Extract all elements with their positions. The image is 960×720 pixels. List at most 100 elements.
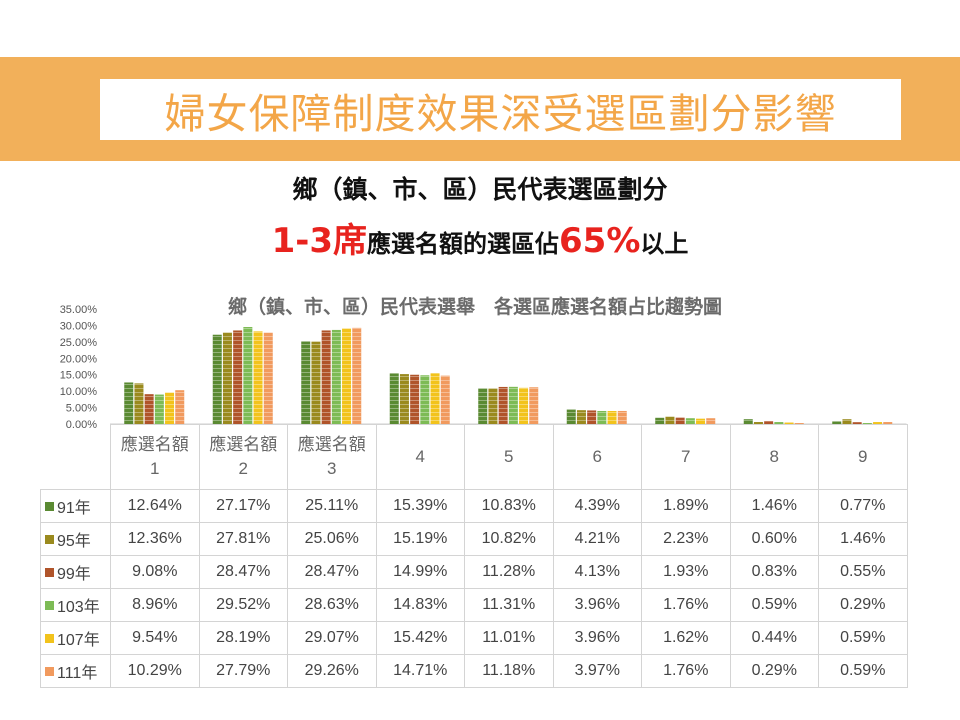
category-label: 應選名額 (120, 435, 189, 454)
bar-texture (607, 410, 617, 424)
data-label: 1.89% (641, 489, 731, 523)
bar-texture (675, 417, 685, 424)
bar-texture (352, 327, 362, 424)
bar-texture (764, 421, 774, 424)
legend-swatch (45, 634, 54, 644)
data-label: 0.77% (818, 489, 908, 523)
data-label: 29.07% (287, 621, 377, 655)
series-name: 95年 (57, 533, 91, 550)
data-label: 10.82% (464, 522, 554, 556)
bar-texture (498, 386, 508, 424)
data-label: 11.01% (464, 621, 554, 655)
data-label: 12.64% (110, 489, 200, 523)
y-tick-label: 15.00% (60, 370, 98, 382)
bar-texture (440, 375, 450, 424)
bar-texture (253, 331, 263, 424)
data-label: 0.83% (729, 555, 819, 589)
data-label: 14.99% (375, 555, 465, 589)
bar-texture (331, 329, 341, 424)
table-row: 99年 9.08% 28.47% 28.47% 14.99% 11.28% 4.13% 1.9… (40, 555, 908, 589)
data-label: 1.93% (641, 555, 731, 589)
series-name: 111年 (57, 665, 98, 682)
bar-texture (862, 423, 872, 424)
data-label: 3.96% (552, 588, 642, 622)
highlight-seats: 1-3席 (271, 221, 368, 261)
bar-texture (873, 422, 883, 424)
data-label: 27.81% (198, 522, 288, 556)
bar-texture (508, 386, 518, 424)
table-row: 111年 10.29% 27.79% 29.26% 14.71% 11.18% 3.97% 1… (40, 654, 908, 688)
bar-texture (399, 374, 409, 424)
data-label: 3.96% (552, 621, 642, 655)
y-tick-label: 10.00% (60, 386, 98, 398)
bar-texture (165, 392, 175, 424)
data-label: 14.71% (375, 654, 465, 688)
data-label: 1.76% (641, 654, 731, 688)
bar-texture (784, 422, 794, 424)
bar-texture (665, 416, 675, 424)
table-row: 107年 9.54% 28.19% 29.07% 15.42% 11.01% 3.96% 1.… (40, 621, 908, 655)
bar-texture (655, 417, 665, 424)
legend-entry: 111年 (40, 654, 111, 688)
subtitle-line-2: 1-3席應選名額的選區佔65%以上 (0, 213, 960, 262)
category-label: 應選名額 (297, 435, 366, 454)
subtitle-line-1: 鄉（鎮、市、區）民代表選區劃分 (292, 175, 668, 204)
bar-texture (743, 419, 753, 424)
data-label: 0.60% (729, 522, 819, 556)
legend-swatch (45, 502, 54, 512)
series-name: 91年 (57, 500, 91, 517)
data-label: 0.55% (818, 555, 908, 589)
legend-entry: 91年 (40, 489, 111, 523)
data-label: 10.83% (464, 489, 554, 523)
category-label: 8 (769, 447, 779, 466)
category-header: 應選名額 2 (198, 424, 288, 490)
bar-texture (587, 410, 597, 424)
title-box: 婦女保障制度效果深受選區劃分影響 (100, 79, 901, 140)
data-table: 應選名額 1 應選名額 2 應選名額 3 4 5 6 7 8 9 91年 12.64% 27.17% 25.1… (40, 424, 908, 688)
table-row: 103年 8.96% 29.52% 28.63% 14.83% 11.31% 3.96% 1.… (40, 588, 908, 622)
data-label: 27.17% (198, 489, 288, 523)
bar-texture (597, 410, 607, 424)
bar-texture (212, 334, 222, 424)
category-label: 5 (504, 447, 514, 466)
bar-texture (566, 409, 576, 424)
table-header-row: 應選名額 1 應選名額 2 應選名額 3 4 5 6 7 8 9 (40, 424, 908, 490)
data-label: 0.29% (818, 588, 908, 622)
category-label: 6 (592, 447, 602, 466)
bar-texture (263, 332, 273, 424)
data-label: 4.21% (552, 522, 642, 556)
y-tick-label: 20.00% (60, 353, 98, 365)
bar-texture (696, 418, 706, 424)
data-label: 4.13% (552, 555, 642, 589)
data-label: 9.54% (110, 621, 200, 655)
data-label: 15.42% (375, 621, 465, 655)
data-label: 28.47% (287, 555, 377, 589)
bar-texture (832, 421, 842, 424)
category-header: 5 (464, 424, 554, 490)
subtitle-text-a: 應選名額的選區佔 (367, 230, 560, 258)
category-header: 4 (375, 424, 465, 490)
category-label: 4 (415, 447, 425, 466)
data-label: 29.52% (198, 588, 288, 622)
bar-texture (842, 419, 852, 424)
data-label: 25.06% (287, 522, 377, 556)
data-label: 14.83% (375, 588, 465, 622)
y-tick-label: 35.00% (60, 304, 98, 316)
series-name: 99年 (57, 566, 91, 583)
legend-swatch (45, 601, 54, 611)
legend-swatch (45, 667, 54, 677)
series-name: 107年 (57, 632, 100, 649)
data-label: 28.19% (198, 621, 288, 655)
data-label: 2.23% (641, 522, 731, 556)
bar-texture (706, 418, 716, 424)
subtitle-text-b: 以上 (640, 230, 689, 258)
bar-texture (576, 410, 586, 424)
category-label: 1 (150, 459, 160, 478)
legend-entry: 107年 (40, 621, 111, 655)
category-label: 2 (238, 459, 248, 478)
page-title: 婦女保障制度效果深受選區劃分影響 (164, 89, 837, 138)
bar-texture (685, 418, 695, 424)
bar-texture (529, 387, 539, 424)
data-label: 0.59% (729, 588, 819, 622)
